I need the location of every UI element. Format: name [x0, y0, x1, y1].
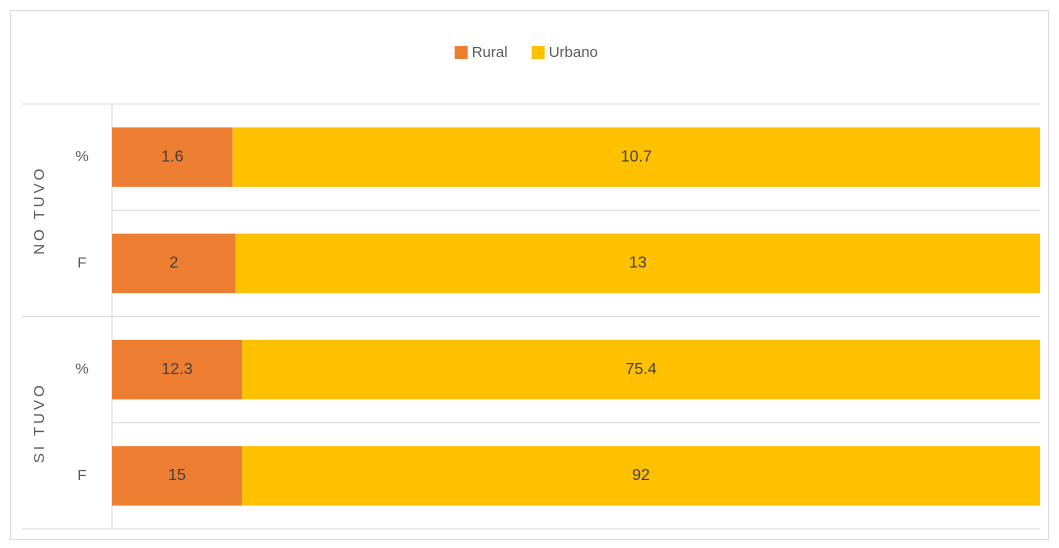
category-label: %: [75, 148, 88, 165]
data-label: 75.4: [626, 361, 657, 378]
legend-label: Urbano: [549, 44, 598, 61]
bar-segment: [112, 233, 236, 294]
category-label: %: [75, 361, 88, 378]
bar-segment: [232, 127, 1040, 187]
bar-segment: [112, 446, 243, 506]
data-label: 1.6: [161, 148, 183, 165]
legend-swatch: [454, 46, 468, 59]
data-label: 10.7: [621, 148, 652, 165]
data-label: 12.3: [162, 361, 193, 378]
data-label: 15: [168, 467, 186, 484]
category-label: F: [77, 254, 86, 271]
category-label: F: [77, 467, 86, 484]
bar-segment: [242, 446, 1041, 506]
legend-label: Rural: [472, 44, 508, 61]
data-label: 2: [169, 255, 178, 272]
group-label: NO TUVO: [31, 166, 48, 255]
data-label: 13: [629, 255, 647, 272]
bar-segment: [112, 127, 233, 187]
bar-segment: [242, 339, 1041, 400]
legend-swatch: [531, 46, 545, 59]
data-label: 92: [632, 467, 650, 484]
bar-segment: [112, 339, 243, 400]
group-label: SI TUVO: [31, 382, 48, 463]
bar-segment: [235, 233, 1040, 294]
